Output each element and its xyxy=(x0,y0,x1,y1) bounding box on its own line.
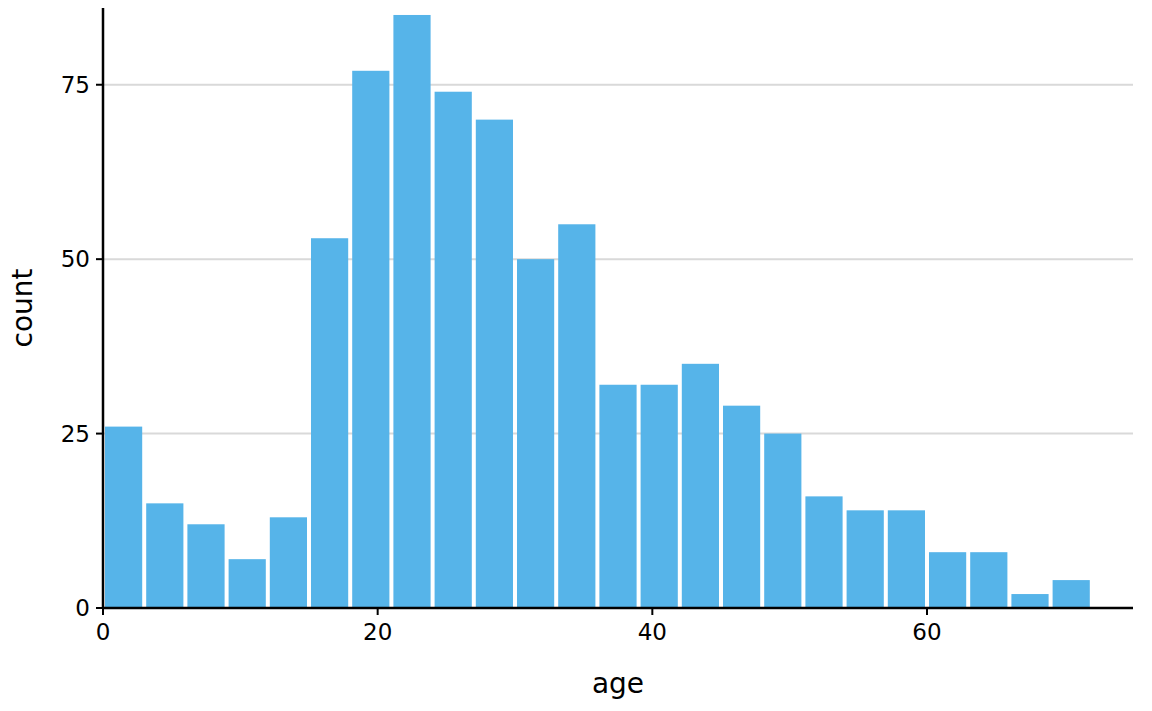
bar xyxy=(847,510,884,608)
x-axis xyxy=(103,607,1133,610)
bar xyxy=(723,406,760,608)
y-tick xyxy=(96,84,103,86)
bar xyxy=(641,385,678,608)
y-tick-label: 0 xyxy=(75,595,90,621)
x-tick-label: 40 xyxy=(638,619,667,645)
bars xyxy=(105,15,1090,608)
bar xyxy=(435,92,472,608)
x-axis-title: age xyxy=(592,667,644,700)
bar xyxy=(929,552,966,608)
bar xyxy=(888,510,925,608)
y-tick-label: 25 xyxy=(61,421,90,447)
y-tick-label: 50 xyxy=(61,246,90,272)
y-tick-label: 75 xyxy=(61,72,90,98)
bar xyxy=(352,71,389,608)
y-tick xyxy=(96,258,103,260)
bar xyxy=(970,552,1007,608)
y-axis-title: count xyxy=(6,268,39,347)
x-tick xyxy=(926,608,928,615)
bar xyxy=(393,15,430,608)
x-tick xyxy=(651,608,653,615)
bar xyxy=(517,259,554,608)
bar xyxy=(187,524,224,608)
chart: 0 20 40 60 0 25 50 75 age count xyxy=(0,0,1152,711)
bar xyxy=(105,427,142,608)
x-tick xyxy=(377,608,379,615)
bar xyxy=(1011,594,1048,608)
grid-line xyxy=(103,258,1133,260)
bar xyxy=(476,120,513,608)
bar xyxy=(682,364,719,608)
bar xyxy=(764,434,801,608)
x-tick-label: 20 xyxy=(363,619,392,645)
bar xyxy=(805,496,842,608)
x-tick xyxy=(102,608,104,615)
bar xyxy=(1053,580,1090,608)
bar xyxy=(229,559,266,608)
bar xyxy=(311,238,348,608)
x-tick-label: 0 xyxy=(96,619,111,645)
bar xyxy=(558,224,595,608)
y-axis xyxy=(102,8,105,608)
bar xyxy=(146,503,183,608)
bar xyxy=(270,517,307,608)
grid-line xyxy=(103,84,1133,86)
bar xyxy=(599,385,636,608)
y-tick xyxy=(96,607,103,609)
y-tick xyxy=(96,433,103,435)
x-tick-label: 60 xyxy=(912,619,941,645)
